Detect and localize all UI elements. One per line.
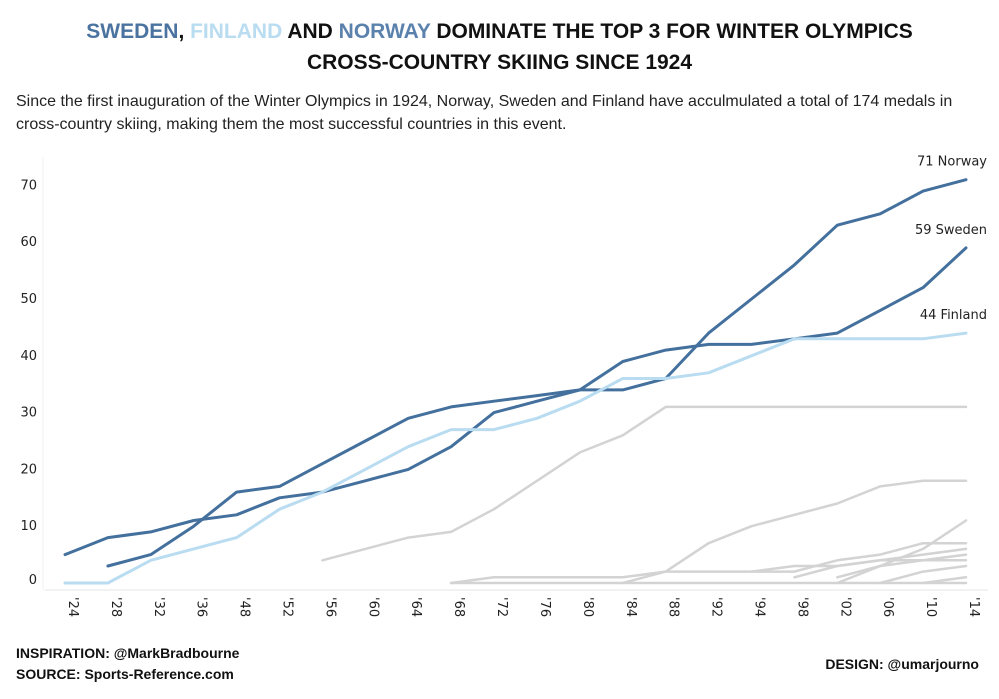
x-tick-label: '88 [666, 597, 681, 617]
x-tick-label: '76 [537, 597, 552, 617]
title-norway: NORWAY [338, 20, 431, 43]
y-tick-label: 0 [29, 573, 37, 588]
y-tick-label: 30 [20, 406, 37, 421]
x-tick-label: '32 [151, 597, 166, 617]
series-line-other-6 [836, 553, 968, 585]
series-line-sweden [106, 246, 968, 568]
y-tick-label: 60 [20, 235, 37, 250]
series-line-finland [63, 331, 968, 585]
x-tick-label: '92 [709, 597, 724, 617]
footer-credits: INSPIRATION: @MarkBradbourne SOURCE: Spo… [16, 643, 239, 685]
x-tick-label: '24 [65, 597, 80, 617]
subtitle: Since the first inauguration of the Wint… [16, 93, 953, 133]
x-tick-label: '80 [580, 597, 595, 617]
series-line-other-7 [878, 564, 968, 585]
x-tick-label: '28 [108, 597, 123, 617]
x-tick-label: '36 [194, 597, 209, 617]
x-tick-label: '06 [880, 597, 895, 617]
series-line-other-2 [621, 479, 968, 585]
x-tick-label: '48 [237, 597, 252, 617]
title-rest: DOMINATE THE TOP 3 FOR WINTER OLYMPICS [430, 20, 913, 43]
x-tick-label: '02 [837, 597, 852, 617]
y-tick-label: 70 [20, 178, 37, 193]
x-tick-label: '60 [365, 597, 380, 617]
title-finland: FINLAND [190, 20, 283, 43]
design-credit: DESIGN: @umarjourno [825, 656, 979, 672]
series-line-other-5 [836, 519, 968, 579]
x-tick-label: '10 [923, 597, 938, 617]
title-line-1: SWEDEN, FINLAND AND NORWAY DOMINATE THE … [0, 16, 999, 47]
title-sweden: SWEDEN [86, 20, 179, 43]
source-credit: SOURCE: Sports-Reference.com [16, 666, 234, 682]
title-comma: , [178, 20, 191, 43]
y-tick-label: 20 [20, 462, 37, 477]
x-tick-label: '72 [494, 597, 509, 617]
chart-title: SWEDEN, FINLAND AND NORWAY DOMINATE THE … [0, 16, 999, 78]
x-tick-label: '64 [408, 597, 423, 617]
y-tick-label: 10 [20, 519, 37, 534]
x-tick-label: '52 [280, 597, 295, 617]
x-tick-label: '98 [794, 597, 809, 617]
x-tick-label: '84 [623, 597, 638, 617]
inspiration-credit: INSPIRATION: @MarkBradbourne [16, 645, 240, 661]
series-line-norway [63, 178, 968, 557]
series-line-other-4 [793, 547, 968, 579]
end-label-norway: 71 Norway [917, 155, 987, 170]
end-label-sweden: 59 Sweden [915, 223, 987, 238]
x-tick-label: '14 [966, 597, 981, 617]
series-line-other-10 [750, 541, 968, 573]
x-tick-label: '94 [751, 597, 766, 617]
title-line-2: CROSS-COUNTRY SKIING SINCE 1924 [306, 51, 693, 74]
y-tick-label: 40 [20, 349, 37, 364]
x-tick-label: '56 [322, 597, 337, 617]
x-tick-label: '68 [451, 597, 466, 617]
series-line-other-1 [321, 405, 968, 562]
y-tick-label: 50 [20, 292, 37, 307]
end-label-finland: 44 Finland [920, 308, 987, 323]
title-and: AND [282, 20, 339, 43]
